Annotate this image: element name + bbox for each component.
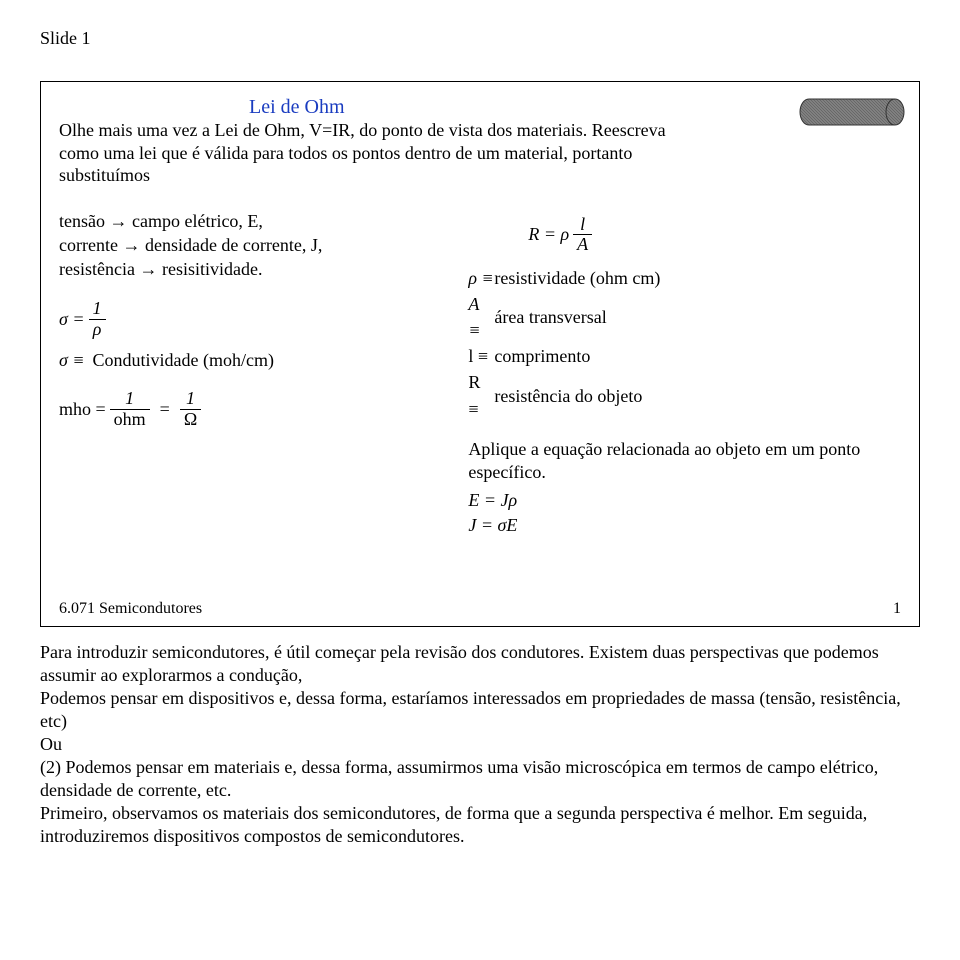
paragraph: Primeiro, observamos os materiais dos se… <box>40 802 920 848</box>
cylinder-icon <box>797 92 907 132</box>
slide-label: Slide 1 <box>40 28 920 49</box>
intro-text: Olhe mais uma vez a Lei de Ohm, V=IR, do… <box>59 119 669 187</box>
footer-left: 6.071 Semicondutores <box>59 600 202 618</box>
apply-text: Aplique a equação relacionada ao objeto … <box>468 438 901 485</box>
paragraph: Para introduzir semicondutores, é útil c… <box>40 641 920 687</box>
A-symbol: A ≡ <box>468 291 494 343</box>
substitution-line: resistência → resisitividade. <box>59 257 458 281</box>
R-symbol: R ≡ <box>468 369 494 421</box>
slide-container: Lei de Ohm Olhe mais uma vez a Lei de Oh… <box>40 81 920 627</box>
rho-symbol: ρ ≡ <box>468 265 494 291</box>
mho-formula: mho = 1 ohm = 1 Ω <box>59 389 205 430</box>
R-def: resistência do objeto <box>494 383 642 409</box>
rho-def: resistividade (ohm cm) <box>494 265 660 291</box>
paragraph: (2) Podemos pensar em materiais e, dessa… <box>40 756 920 802</box>
sigma-symbol: σ ≡ <box>59 350 85 371</box>
equation-J: J = σE <box>468 513 901 537</box>
paragraph: Podemos pensar em dispositivos e, dessa … <box>40 687 920 733</box>
footer-page: 1 <box>893 600 901 618</box>
l-symbol: l ≡ <box>468 343 494 369</box>
resistance-formula: R = ρ l A <box>528 215 596 256</box>
A-def: área transversal <box>494 304 606 330</box>
paragraph: Ou <box>40 733 920 756</box>
l-def: comprimento <box>494 343 590 369</box>
substitution-line: corrente → densidade de corrente, J, <box>59 233 458 257</box>
sigma-formula: σ = 1 ρ <box>59 299 110 340</box>
substitution-line: tensão → campo elétrico, E, <box>59 209 458 233</box>
equation-E: E = Jρ <box>468 488 901 512</box>
conductivity-label: Condutividade (moh/cm) <box>93 350 274 371</box>
